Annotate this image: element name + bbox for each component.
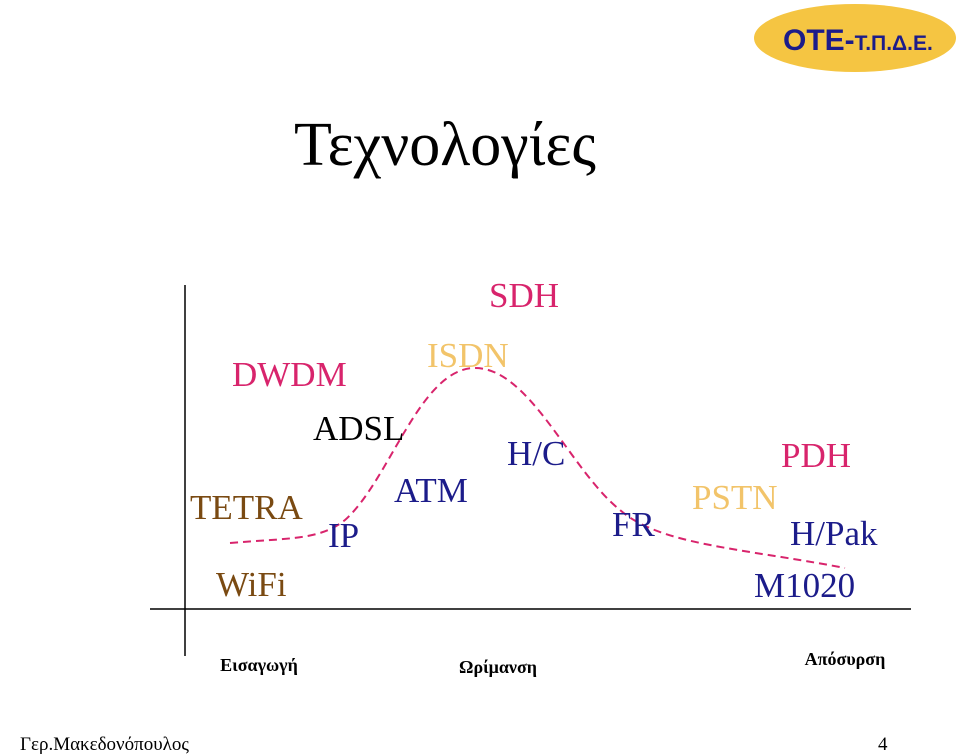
tech-label: H/C [507, 434, 565, 473]
tech-label: FR [612, 505, 655, 544]
phase-label: Εισαγωγή [220, 655, 298, 675]
tech-label: DWDM [232, 355, 347, 394]
badge-shape [754, 4, 956, 72]
footer-author: Γερ.Μακεδονόπουλος [20, 734, 189, 755]
tech-label: ADSL [313, 409, 404, 448]
tech-label: IP [328, 516, 359, 555]
tech-label: H/Pak [790, 514, 878, 553]
tech-label: PDH [781, 436, 851, 475]
tech-label: PSTN [692, 478, 778, 517]
tech-label: M1020 [754, 566, 855, 605]
tech-label: TETRA [190, 488, 303, 527]
title: Τεχνολογίες [294, 111, 596, 179]
badge: OTE-Τ.Π.Δ.Ε. [783, 24, 933, 57]
footer-page: 4 [878, 734, 888, 755]
lifecycle-curve [229, 366, 846, 569]
tech-label: SDH [489, 276, 559, 315]
phase-label: Ωρίμανση [459, 657, 537, 677]
tech-label: ISDN [427, 336, 509, 375]
badge-sub: Τ.Π.Δ.Ε. [855, 32, 933, 55]
tech-label: WiFi [216, 565, 287, 604]
badge-main: OTE- [783, 24, 855, 57]
phase-label: Απόσυρση [805, 649, 886, 669]
tech-label: ATM [394, 471, 468, 510]
